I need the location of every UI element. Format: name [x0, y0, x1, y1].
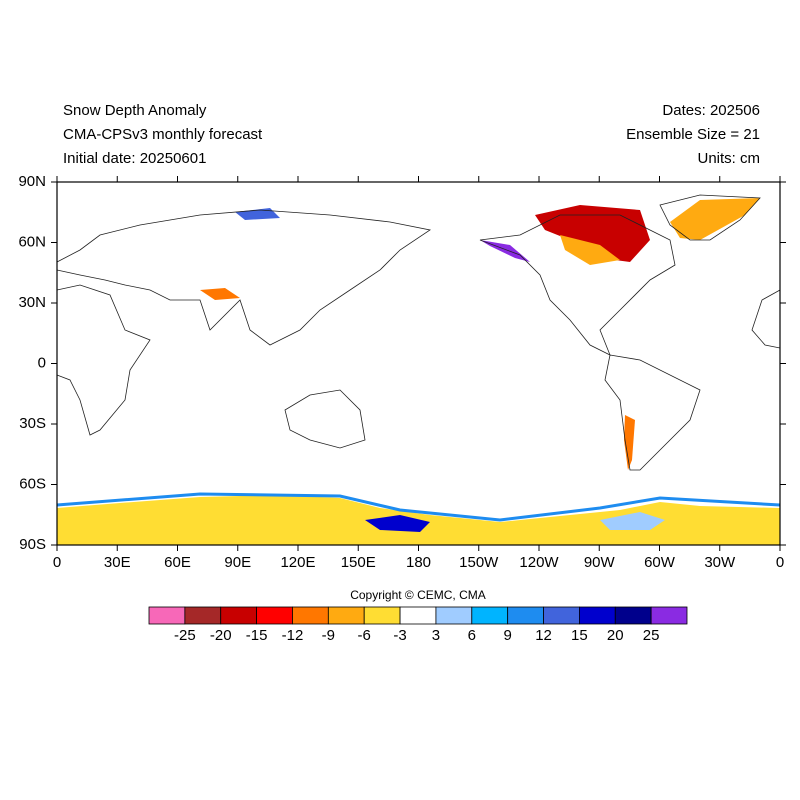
lon-label: 60E — [164, 554, 191, 571]
colorbar-box — [148, 606, 186, 625]
colorbar-box — [256, 606, 293, 625]
lon-label: 180 — [406, 554, 431, 571]
coastline — [659, 194, 761, 241]
lon-label: 0 — [53, 554, 61, 571]
colorbar-box — [471, 606, 509, 625]
colorbar-box — [507, 606, 544, 625]
lat-label: 60N — [18, 233, 46, 250]
anomaly-patch — [365, 515, 430, 532]
header-left: Snow Depth Anomaly — [63, 102, 207, 119]
colorbar-box — [220, 606, 258, 625]
lon-label: 90W — [584, 554, 616, 571]
coastline — [751, 289, 781, 349]
lat-label: 90S — [19, 536, 46, 553]
lon-label: 30E — [104, 554, 131, 571]
anomaly-patch — [624, 415, 635, 470]
colorbar-box — [399, 606, 437, 625]
anomaly-patch — [480, 240, 530, 262]
colorbar-box — [184, 606, 222, 625]
header-right: Ensemble Size = 21 — [626, 126, 760, 143]
anomaly-patch — [535, 205, 650, 262]
colorbar-label: -12 — [282, 627, 304, 644]
lon-label: 0 — [776, 554, 784, 571]
lat-label: 0 — [38, 354, 46, 371]
colorbar-box — [292, 606, 329, 625]
coastline — [56, 209, 432, 346]
coastline — [479, 214, 676, 356]
anomaly-patch — [600, 512, 665, 530]
lon-label: 60W — [644, 554, 676, 571]
colorbar-box — [579, 606, 616, 625]
colorbar-label: -3 — [393, 627, 406, 644]
colorbar-label: 3 — [432, 627, 440, 644]
lat-label: 90N — [18, 173, 46, 190]
lat-label: 30N — [18, 294, 46, 311]
colorbar-label: -6 — [358, 627, 371, 644]
colorbar-box — [543, 606, 580, 625]
anomaly-patch — [560, 235, 620, 265]
coastline — [284, 389, 366, 449]
lon-label: 120E — [280, 554, 315, 571]
colorbar-label: 25 — [643, 627, 660, 644]
lat-label: 30S — [19, 415, 46, 432]
header-right: Units: cm — [697, 150, 760, 167]
colorbar-label: 12 — [535, 627, 552, 644]
colorbar-label: -20 — [210, 627, 232, 644]
coastlines — [56, 194, 781, 471]
header-left: Initial date: 20250601 — [63, 150, 206, 167]
colorbar-box — [650, 606, 688, 625]
coastline — [604, 354, 701, 471]
colorbar-label: -9 — [322, 627, 335, 644]
lon-label: 120W — [519, 554, 559, 571]
colorbar-label: 15 — [571, 627, 588, 644]
anomaly-patch — [200, 288, 240, 300]
colorbar-box — [435, 606, 473, 625]
colorbar-box — [327, 606, 365, 625]
colorbar-label: -25 — [174, 627, 196, 644]
antarctic-edge — [56, 492, 781, 522]
header-right: Dates: 202506 — [662, 102, 760, 119]
lon-label: 150W — [459, 554, 499, 571]
coastline — [56, 284, 151, 436]
colorbar-box — [363, 606, 401, 625]
anomaly-patch — [670, 198, 760, 240]
header-left: CMA-CPSv3 monthly forecast — [63, 126, 263, 143]
colorbar-label: 20 — [607, 627, 624, 644]
copyright: Copyright © CEMC, CMA — [350, 588, 486, 602]
colorbar-label: 6 — [468, 627, 476, 644]
colorbar-label: 9 — [503, 627, 511, 644]
colorbar-box — [614, 606, 652, 625]
lat-label: 60S — [19, 475, 46, 492]
lon-label: 30W — [704, 554, 736, 571]
map-field — [56, 198, 781, 545]
lon-label: 90E — [224, 554, 251, 571]
colorbar-label: -15 — [246, 627, 268, 644]
lon-label: 150E — [341, 554, 376, 571]
